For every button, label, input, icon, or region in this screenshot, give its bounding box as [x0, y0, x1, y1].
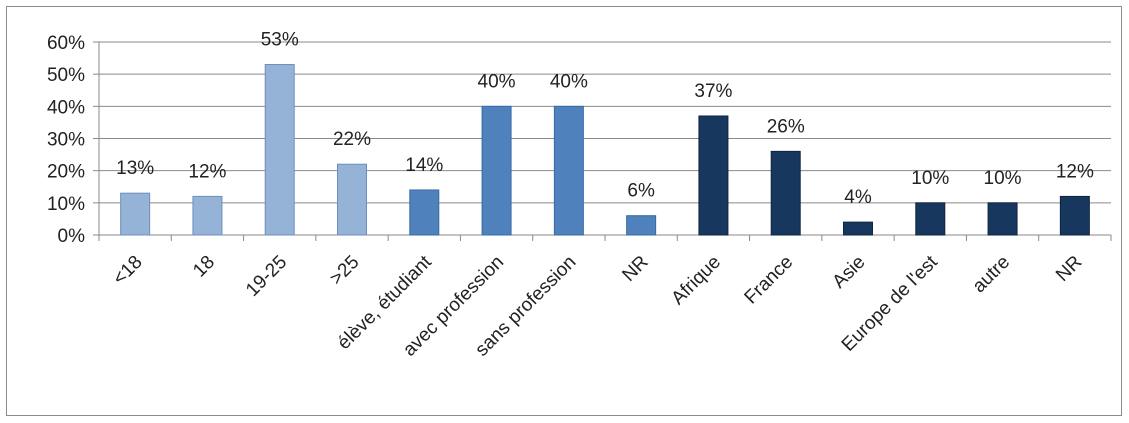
bar: [698, 115, 729, 236]
category-label: NR: [1052, 252, 1086, 286]
category-label: NR: [618, 252, 652, 286]
data-label: 22%: [333, 129, 371, 150]
bar: [843, 221, 873, 236]
chart-area: 0% 10% 20% 30% 40% 50% 60% 13% <18 12% 18 53% 19-25 2…: [6, 6, 1122, 416]
y-tick-label: 20%: [47, 162, 85, 183]
bar: [626, 215, 657, 236]
bar: [987, 202, 1018, 236]
category-label: Asie: [829, 252, 870, 293]
data-label: 37%: [694, 81, 732, 102]
bar: [481, 105, 512, 236]
y-tick-label: 0%: [58, 226, 86, 247]
category-label: <18: [109, 252, 147, 290]
data-label: 13%: [116, 158, 154, 179]
y-tick-label: 10%: [47, 194, 85, 215]
data-label: 14%: [405, 155, 443, 176]
bar: [264, 64, 295, 236]
bar: [337, 163, 367, 236]
data-label: 4%: [844, 187, 872, 208]
y-tick-label: 30%: [47, 130, 85, 151]
data-label: 10%: [984, 168, 1022, 189]
category-label: 19-25: [242, 252, 291, 301]
bar-chart: 0% 10% 20% 30% 40% 50% 60% 13% <18 12% 18 53% 19-25 2…: [47, 30, 1112, 361]
data-label: 10%: [911, 168, 949, 189]
data-label: 12%: [188, 161, 226, 182]
data-label: 40%: [550, 71, 588, 92]
y-tick-label: 50%: [47, 65, 85, 86]
category-label: 18: [189, 252, 219, 282]
bar: [770, 150, 801, 236]
y-tick-label: 40%: [47, 97, 85, 118]
bar: [553, 105, 584, 236]
data-label: 53%: [261, 30, 299, 51]
data-label: 26%: [767, 116, 805, 137]
bar: [120, 192, 151, 236]
data-label: 6%: [627, 181, 655, 202]
category-label: Afrique: [668, 252, 725, 309]
category-label: autre: [969, 252, 1014, 297]
bar: [1059, 195, 1090, 236]
category-label: >25: [326, 252, 364, 290]
bar: [409, 189, 440, 236]
bar: [915, 202, 946, 236]
category-label: France: [741, 252, 798, 309]
bar: [192, 195, 223, 236]
data-label: 12%: [1056, 161, 1094, 182]
y-tick-label: 60%: [47, 33, 85, 54]
data-label: 40%: [478, 71, 516, 92]
